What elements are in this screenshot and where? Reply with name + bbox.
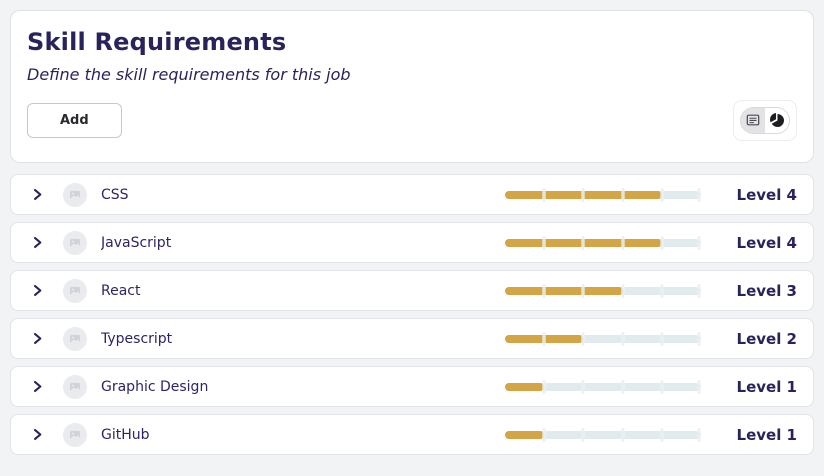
skill-row: Typescript Level 2 [10, 318, 814, 359]
chevron-right-icon[interactable] [29, 235, 45, 251]
chevron-right-icon[interactable] [29, 187, 45, 203]
view-toggle-container [733, 99, 797, 141]
level-tick-mark [621, 379, 625, 394]
level-tick-mark [621, 187, 625, 202]
level-tick-mark [697, 187, 701, 202]
level-tick-mark [581, 379, 585, 394]
level-tick-mark [581, 331, 585, 346]
level-tick-mark [621, 427, 625, 442]
skill-image-placeholder-icon [63, 326, 87, 351]
skill-row: React Level 3 [10, 270, 814, 311]
skill-image-placeholder-icon [63, 182, 87, 207]
skill-image-placeholder-icon [63, 374, 87, 399]
skill-level-label: Level 4 [736, 233, 797, 252]
skill-level-label: Level 1 [736, 377, 797, 396]
skill-row: GitHub Level 1 [10, 414, 814, 455]
skill-level-bar[interactable] [505, 427, 701, 442]
skill-row: CSS Level 4 [10, 174, 814, 215]
level-tick-mark [581, 235, 585, 250]
level-tick-mark [542, 283, 546, 298]
chevron-right-icon[interactable] [29, 331, 45, 347]
level-tick-mark [542, 235, 546, 250]
level-tick-mark [660, 283, 664, 298]
level-tick-mark [660, 427, 664, 442]
skill-name-label: Typescript [101, 330, 173, 347]
skill-level-bar[interactable] [505, 283, 701, 298]
skill-level-bar-fill [505, 286, 623, 295]
skills-list: CSS Level 4 JavaScript Level 4 [10, 174, 814, 455]
skill-name-label: GitHub [101, 426, 150, 443]
level-tick-mark [697, 331, 701, 346]
level-tick-mark [697, 235, 701, 250]
skill-level-label: Level 3 [736, 281, 797, 300]
level-tick-mark [621, 283, 625, 298]
table-view-toggle-button[interactable] [741, 107, 765, 133]
chevron-right-icon[interactable] [29, 283, 45, 299]
skill-name-label: JavaScript [101, 234, 172, 251]
level-tick-mark [542, 331, 546, 346]
skill-image-placeholder-icon [63, 278, 87, 303]
level-tick-mark [660, 331, 664, 346]
chevron-right-icon[interactable] [29, 379, 45, 395]
chart-view-toggle-button[interactable] [765, 107, 789, 133]
level-tick-mark [581, 187, 585, 202]
level-tick-mark [621, 331, 625, 346]
level-tick-mark [660, 379, 664, 394]
card-list-icon [746, 113, 760, 127]
level-tick-mark [542, 379, 546, 394]
page-subtitle: Define the skill requirements for this j… [27, 64, 351, 84]
level-tick-mark [660, 187, 664, 202]
skill-level-bar[interactable] [505, 331, 701, 346]
skill-name-label: CSS [101, 186, 129, 203]
skill-name-label: Graphic Design [101, 378, 209, 395]
skill-level-bar[interactable] [505, 379, 701, 394]
level-tick-mark [542, 187, 546, 202]
skill-image-placeholder-icon [63, 422, 87, 447]
add-skill-button[interactable]: Add [27, 102, 122, 138]
skill-image-placeholder-icon [63, 230, 87, 255]
skill-level-bar-fill [505, 430, 545, 439]
level-tick-mark [542, 427, 546, 442]
skill-requirements-header-card: Skill Requirements Define the skill requ… [10, 10, 814, 163]
skill-level-bar[interactable] [505, 187, 701, 202]
level-tick-mark [660, 235, 664, 250]
level-tick-mark [621, 235, 625, 250]
skill-level-bar-fill [505, 382, 545, 391]
level-tick-mark [697, 427, 701, 442]
level-tick-mark [697, 379, 701, 394]
skill-level-bar[interactable] [505, 235, 701, 250]
skill-level-label: Level 1 [736, 425, 797, 444]
skill-name-label: React [101, 282, 141, 299]
chevron-right-icon[interactable] [29, 427, 45, 443]
level-tick-mark [697, 283, 701, 298]
level-tick-mark [581, 427, 585, 442]
pie-chart-icon [769, 112, 785, 128]
skill-level-label: Level 2 [736, 329, 797, 348]
skill-level-label: Level 4 [736, 185, 797, 204]
view-toggle [740, 106, 790, 134]
page-title: Skill Requirements [27, 28, 287, 56]
skill-row: JavaScript Level 4 [10, 222, 814, 263]
level-tick-mark [581, 283, 585, 298]
header-actions: Add [27, 99, 797, 141]
skill-row: Graphic Design Level 1 [10, 366, 814, 407]
